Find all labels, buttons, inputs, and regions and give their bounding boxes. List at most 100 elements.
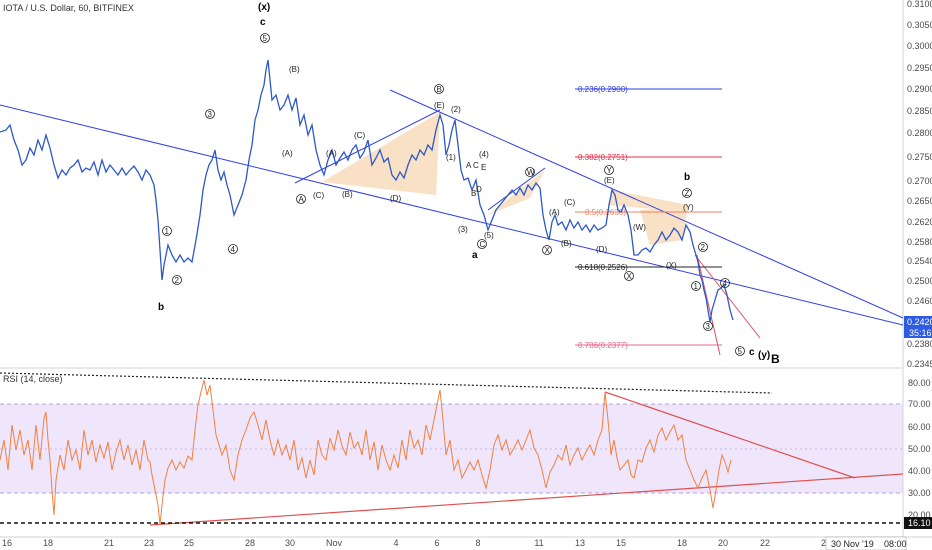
trend-lines xyxy=(0,89,904,356)
rsi-tick-label: 60.00 xyxy=(908,422,931,432)
rsi-level-value: 16.10 xyxy=(908,518,931,528)
svg-text:B: B xyxy=(437,85,442,94)
svg-text:4: 4 xyxy=(723,279,728,288)
svg-text:1: 1 xyxy=(165,227,170,236)
x-tick-label: 25 xyxy=(184,538,194,548)
x-tick-label: 6 xyxy=(434,538,439,548)
svg-text:(y): (y) xyxy=(758,350,770,361)
svg-text:(5): (5) xyxy=(484,231,494,240)
x-tick-label: 18 xyxy=(677,538,687,548)
last-price-badge xyxy=(904,316,932,327)
fib-label-0382: 0.382(0.2751) xyxy=(578,153,628,162)
price-tick-label: 0.3100 xyxy=(907,0,932,9)
svg-text:C: C xyxy=(480,240,486,249)
rsi-tick-label: 40.00 xyxy=(908,466,931,476)
rsi-dotted-trend xyxy=(0,372,773,394)
svg-text:(B): (B) xyxy=(561,239,572,248)
fib-label-0236: 0.236(0.2900) xyxy=(578,85,628,94)
rsi-trend-upper xyxy=(604,391,856,479)
svg-text:(3): (3) xyxy=(458,225,468,234)
crosshair-time: 08:00 xyxy=(884,539,907,549)
x-tick-label: 28 xyxy=(245,538,255,548)
svg-text:(D): (D) xyxy=(390,194,401,203)
svg-text:D: D xyxy=(476,185,482,194)
fib-label-0786: 0.786(0.2377) xyxy=(578,341,628,350)
x-tick-label: 18 xyxy=(43,538,53,548)
price-tick-label: 0.2500 xyxy=(907,276,932,286)
svg-text:A: A xyxy=(466,161,472,170)
svg-text:(2): (2) xyxy=(451,105,461,114)
crosshair-date-box xyxy=(825,536,907,550)
price-pane xyxy=(0,0,903,368)
price-tick-label: 0.3000 xyxy=(907,41,932,51)
x-tick-label: 8 xyxy=(475,538,480,548)
svg-text:Z: Z xyxy=(685,189,690,198)
svg-text:(x): (x) xyxy=(258,2,270,13)
svg-text:3: 3 xyxy=(706,322,711,331)
rsi-series xyxy=(0,379,732,526)
svg-text:C: C xyxy=(473,161,479,170)
svg-text:B: B xyxy=(771,352,780,366)
x-tick-label: 4 xyxy=(393,538,398,548)
rsi-axis-ticks: 80.00 70.00 60.00 50.00 40.00 30.00 20.00 xyxy=(908,378,931,520)
rsi-tick-label: 30.00 xyxy=(908,488,931,498)
x-tick-label: 20 xyxy=(718,538,728,548)
x-tick-label: 30 xyxy=(285,538,295,548)
svg-text:b: b xyxy=(684,172,690,183)
svg-text:2: 2 xyxy=(701,243,706,252)
wave-labels: (x) c 5 3 1 2 4 b (B) (A) (A) (C) A (C) … xyxy=(158,2,780,366)
svg-text:3: 3 xyxy=(208,110,213,119)
x-tick-label: 21 xyxy=(104,538,114,548)
rsi-title: RSI (14, close) xyxy=(3,374,63,384)
chart-title: IOTA / U.S. Dollar, 60, BITFINEX xyxy=(3,3,134,13)
svg-text:(B): (B) xyxy=(342,190,353,199)
svg-text:c: c xyxy=(260,17,266,28)
fib-levels: 0.236(0.2900) 0.382(0.2751) 0.5(0.2638) … xyxy=(575,85,722,350)
svg-text:(A): (A) xyxy=(549,208,560,217)
countdown-label: 35:16 xyxy=(909,328,932,338)
x-tick-label: 22 xyxy=(760,538,770,548)
price-tick-label: 0.2950 xyxy=(907,63,932,73)
svg-text:(E): (E) xyxy=(604,176,615,185)
rsi-trend-lower xyxy=(149,473,904,526)
svg-text:(1): (1) xyxy=(446,153,456,162)
svg-text:A: A xyxy=(299,195,305,204)
price-series xyxy=(0,59,734,323)
price-tick-label: 0.2900 xyxy=(907,84,932,94)
price-tick-label: 0.3050 xyxy=(907,20,932,30)
x-tick-label: 23 xyxy=(144,538,154,548)
svg-text:(W): (W) xyxy=(633,223,646,232)
price-tick-label: 0.2750 xyxy=(907,152,932,162)
svg-text:(C): (C) xyxy=(564,198,575,207)
svg-text:c: c xyxy=(749,347,755,358)
svg-text:X: X xyxy=(627,272,633,281)
svg-text:X: X xyxy=(545,246,551,255)
price-tick-label: 0.2650 xyxy=(907,196,932,206)
crosshair-date: 30 Nov '19 xyxy=(831,539,874,549)
price-tick-label: 0.2850 xyxy=(907,106,932,116)
svg-text:1: 1 xyxy=(694,282,699,291)
svg-text:(C): (C) xyxy=(313,191,324,200)
price-tick-label: 0.2700 xyxy=(907,176,932,186)
last-price-label: 0.2420 xyxy=(907,317,932,327)
svg-text:5: 5 xyxy=(738,347,743,356)
rsi-level-badge xyxy=(904,517,932,529)
svg-text:4: 4 xyxy=(231,245,236,254)
price-axis[interactable] xyxy=(903,0,932,537)
svg-text:(X): (X) xyxy=(666,261,677,270)
svg-text:(Y): (Y) xyxy=(683,203,694,212)
x-tick-label: 13 xyxy=(575,538,585,548)
price-tick-label: 0.2380 xyxy=(907,339,932,349)
svg-text:5: 5 xyxy=(263,34,268,43)
x-tick-label: Nov xyxy=(326,538,343,548)
x-axis-ticks: 16182123252830Nov4681113151820222528 xyxy=(2,538,892,548)
svg-text:(D): (D) xyxy=(596,245,607,254)
price-tick-label: 0.2580 xyxy=(907,237,932,247)
svg-text:Y: Y xyxy=(607,166,613,175)
x-tick-label: 11 xyxy=(534,538,543,548)
svg-text:B: B xyxy=(471,189,476,198)
svg-text:(4): (4) xyxy=(479,150,489,159)
rsi-tick-label: 70.00 xyxy=(908,399,931,409)
price-tick-label: 0.2800 xyxy=(907,128,932,138)
rsi-tick-label: 80.00 xyxy=(908,378,931,388)
